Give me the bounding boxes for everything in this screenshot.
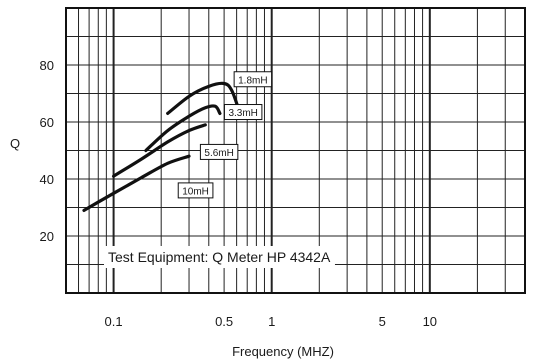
series-line-3.3mH [144, 104, 222, 153]
major-grid [112, 8, 431, 293]
curve-labels-layer: 1.8mH 3.3mH 5.6mH 10mH [177, 71, 273, 199]
curve-label-box [223, 104, 263, 121]
y-tick-label: 80 [40, 58, 54, 73]
curve-label-text: 10mH [182, 186, 209, 197]
x-tick-labels: 0.1 0.5 1 5 10 [105, 314, 437, 329]
y-axis-label: Q [10, 136, 20, 151]
curve-label-text: 1.8mH [238, 75, 267, 86]
y-tick-label: 60 [40, 115, 54, 130]
x-tick-label: 0.1 [105, 314, 123, 329]
series-line-5.6mH [112, 123, 207, 178]
test-equipment-annotation: Test Equipment: Q Meter HP 4342A [108, 249, 331, 265]
curve-label-box [233, 71, 273, 88]
curve-label-10mH: 10mH [177, 182, 214, 199]
y-tick-label: 20 [40, 229, 54, 244]
series-layer [82, 81, 242, 212]
curve-label-3.3mH: 3.3mH [223, 104, 263, 121]
x-tick-label: 5 [379, 314, 386, 329]
x-tick-label: 1 [268, 314, 275, 329]
curve-label-box [199, 143, 239, 160]
x-tick-label: 0.5 [215, 314, 233, 329]
x-axis-label: Frequency (MHZ) [232, 344, 334, 359]
curve-label-1.8mH: 1.8mH [233, 71, 273, 88]
series-line-1.8mH [166, 81, 242, 115]
x-tick-label: 10 [423, 314, 437, 329]
minor-grid [66, 8, 525, 293]
curve-label-5.6mH: 5.6mH [199, 143, 239, 160]
y-tick-labels: 20 40 60 80 [40, 58, 54, 244]
y-tick-label: 40 [40, 172, 54, 187]
curve-label-text: 3.3mH [228, 108, 257, 119]
annotation-box: Test Equipment: Q Meter HP 4342A [104, 246, 335, 268]
plot-frame [65, 7, 526, 294]
series-line-10mH [82, 154, 191, 212]
curve-label-text: 5.6mH [204, 148, 233, 159]
curve-label-box [177, 182, 214, 199]
